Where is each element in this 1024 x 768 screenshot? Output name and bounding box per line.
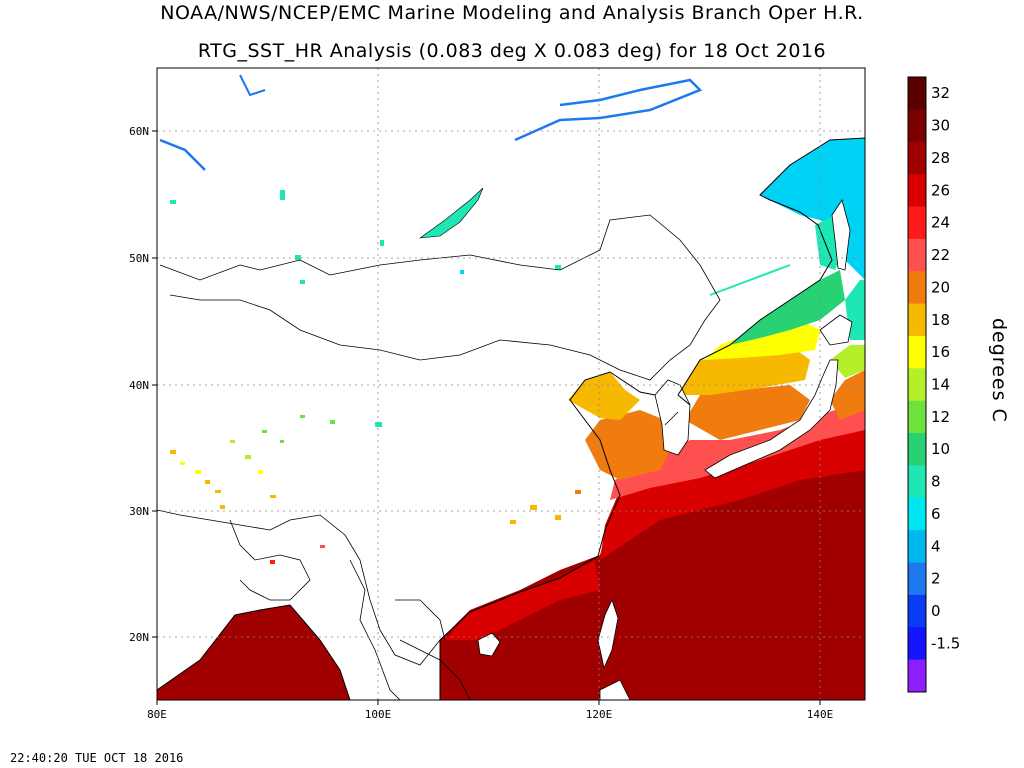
colorbar-swatch — [908, 271, 926, 305]
colorbar-swatch — [908, 400, 926, 434]
colorbar-swatch — [908, 627, 926, 661]
colorbar-swatch — [908, 174, 926, 207]
colorbar-swatch — [908, 141, 926, 175]
lon-label-120e: 120E — [586, 708, 613, 721]
river-ob — [159, 138, 206, 171]
colorbar-label: 20 — [931, 278, 950, 296]
ocean-sea-of-japan-south — [685, 385, 810, 440]
lon-label-140e: 140E — [807, 708, 834, 721]
colorbar-label: 16 — [931, 343, 950, 361]
colorbar-swatch — [908, 465, 926, 499]
colorbar-label: 18 — [931, 311, 950, 329]
colorbar-swatch — [908, 562, 926, 596]
lon-label-80e: 80E — [147, 708, 167, 721]
colorbar-label: -1.5 — [931, 634, 960, 652]
ocean-yellow-sea — [585, 410, 670, 480]
lon-label-100e: 100E — [365, 708, 392, 721]
island-hokkaido — [819, 314, 853, 346]
colorbar-swatch — [908, 206, 926, 240]
colorbar-swatch — [908, 594, 926, 628]
colorbar-swatch — [908, 77, 926, 110]
lake-baikal — [418, 187, 484, 239]
lat-label-50n: 50N — [129, 252, 149, 265]
inland-lake-speckles — [170, 190, 581, 564]
colorbar-swatch — [908, 368, 926, 402]
sea-surface-temperature-field — [157, 68, 865, 700]
lat-label-20n: 20N — [129, 631, 149, 644]
colorbar-label: 8 — [931, 473, 941, 491]
coastlines — [157, 137, 865, 700]
colorbar-label: 22 — [931, 246, 950, 264]
colorbar-label: 26 — [931, 181, 950, 199]
ocean-east-honshu — [830, 370, 865, 420]
ocean-tropical — [440, 430, 865, 700]
colorbar-frame — [907, 76, 927, 693]
ocean-bay-of-bengal — [157, 605, 350, 700]
ocean-bohai — [568, 372, 640, 420]
lat-label-40n: 40N — [129, 379, 149, 392]
colorbar-swatch — [908, 497, 926, 531]
colorbar-label: 24 — [931, 214, 950, 232]
timestamp: 22:40:20 TUE OCT 18 2016 — [10, 751, 184, 765]
river-amur — [709, 264, 791, 296]
northern-rivers — [514, 78, 703, 142]
ocean-south-china-coast — [445, 560, 600, 640]
colorbar-swatch — [908, 335, 926, 369]
colorbar-label: 32 — [931, 84, 950, 102]
ocean-warm-band — [600, 420, 865, 560]
island-luzon — [599, 679, 631, 700]
colorbar-swatch — [908, 659, 926, 693]
colorbar-label: 30 — [931, 117, 950, 135]
island-hainan — [477, 632, 501, 657]
island-sakhalin — [831, 199, 851, 271]
colorbar-label: 28 — [931, 149, 950, 167]
axis-ticks — [152, 130, 821, 705]
plot-title-line2: RTG_SST_HR Analysis (0.083 deg X 0.083 d… — [197, 40, 827, 62]
map-frame — [156, 67, 866, 701]
land-kamchatka — [845, 68, 865, 138]
longitude-labels: 80E 100E 120E 140E — [147, 708, 833, 721]
ocean-primorye-coast — [730, 270, 845, 345]
colorbar-label: 2 — [931, 570, 941, 588]
latitude-labels: 60N 50N 40N 30N 20N — [129, 125, 149, 644]
colorbar-label: 4 — [931, 537, 941, 555]
colorbar-label: 0 — [931, 602, 941, 620]
colorbar-swatch — [908, 238, 926, 272]
plot-title-line1: NOAA/NWS/NCEP/EMC Marine Modeling and An… — [160, 2, 864, 24]
colorbar-label: 12 — [931, 408, 950, 426]
ocean-hokkaido-east — [830, 345, 865, 378]
lat-label-30n: 30N — [129, 505, 149, 518]
ocean-sea-of-japan-north — [705, 320, 820, 360]
lat-label-60n: 60N — [129, 125, 149, 138]
colorbar-swatch — [908, 433, 926, 466]
graticule — [157, 68, 865, 700]
colorbar-unit-label: degrees C — [988, 318, 1010, 423]
colorbar-label: 6 — [931, 505, 941, 523]
colorbar-swatch — [908, 303, 926, 337]
colorbar-swatch — [908, 109, 926, 143]
colorbar-label: 14 — [931, 376, 950, 394]
colorbar-swatch — [908, 530, 926, 564]
river-ob-upper — [239, 74, 266, 97]
ocean-sea-of-japan-mid — [678, 345, 810, 395]
ocean-sea-of-okhotsk — [760, 138, 865, 280]
islands-japan — [704, 359, 839, 479]
colorbar-label: 10 — [931, 440, 950, 458]
island-taiwan — [597, 598, 619, 670]
